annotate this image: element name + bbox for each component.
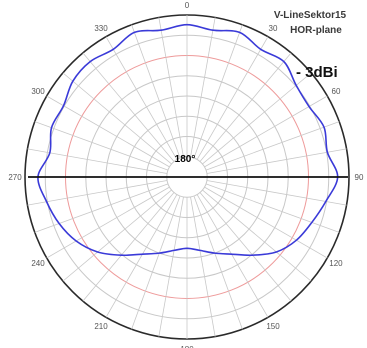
grid-spoke [82,52,175,162]
grid-spoke [62,72,172,165]
angle-tick-0: 0 [185,1,190,10]
grid-spoke [206,180,347,206]
grid-spoke [131,24,181,159]
grid-spoke [205,121,340,171]
chart-subtitle: HOR-plane [290,25,342,36]
grid-spoke [204,186,328,259]
grid-spoke [190,196,216,337]
grid-spoke [196,194,269,318]
grid-spoke [206,148,347,174]
grid-spoke [105,36,178,160]
grid-spoke [158,196,184,337]
grid-spoke [190,17,216,158]
gain-label: - 3dBi [296,64,338,81]
angle-tick-150: 150 [266,322,280,331]
grid-spoke [34,121,169,171]
polar-grid [24,14,350,340]
chart-title: V-LineSektor15 [274,10,347,21]
grid-spoke [202,72,312,165]
grid-spoke [62,189,172,282]
series-layer [37,23,339,257]
center-label: 180° [175,154,196,165]
angle-tick-300: 300 [31,87,45,96]
grid-spoke [158,17,184,158]
grid-spoke [27,148,168,174]
grid-spoke [105,194,178,318]
grid-spoke [46,95,170,168]
series-line [37,23,339,257]
angle-tick-210: 210 [94,322,108,331]
angle-tick-330: 330 [94,24,108,33]
grid-spoke [193,24,243,159]
grid-spoke [27,180,168,206]
angle-tick-270: 270 [8,173,22,182]
angle-tick-120: 120 [329,259,343,268]
grid-spoke [202,189,312,282]
angle-tick-60: 60 [332,87,341,96]
grid-spoke [193,195,243,330]
grid-spoke [199,192,292,302]
angle-tick-180: 180 [180,345,194,348]
grid-spoke [46,186,170,259]
grid-spoke [204,95,328,168]
angle-tick-240: 240 [31,259,45,268]
grid-spoke [131,195,181,330]
grid-spoke [34,183,169,233]
grid-spoke [205,183,340,233]
angle-tick-90: 90 [355,173,364,182]
angle-tick-labels: 0 30 60 90 120 150 180 210 240 270 300 330 [8,1,364,348]
grid-spoke [196,36,269,160]
grid-spoke [82,192,175,302]
angle-tick-30: 30 [269,24,278,33]
grid-spoke [199,52,292,162]
